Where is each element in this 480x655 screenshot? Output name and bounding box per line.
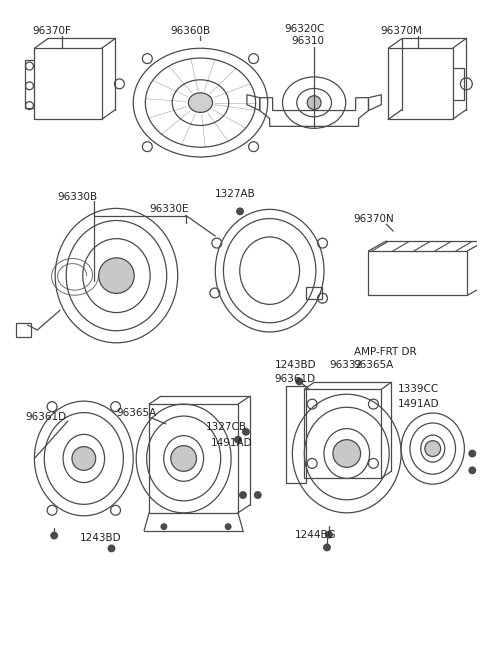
Bar [287,386,306,483]
Ellipse shape [188,93,213,113]
Text: 1243BD: 1243BD [80,533,121,542]
Text: 1327CB: 1327CB [205,422,246,432]
Bar [149,404,238,513]
Bar [304,389,381,478]
Circle shape [234,436,242,443]
Text: 96370N: 96370N [354,214,395,224]
Text: 1339CC: 1339CC [398,384,439,394]
Circle shape [99,258,134,293]
Text: 96332: 96332 [329,360,362,369]
Text: 1491AD: 1491AD [210,438,252,447]
Circle shape [108,544,116,552]
Circle shape [307,96,321,109]
Text: 1327AB: 1327AB [216,189,256,198]
Bar [369,251,468,295]
Circle shape [295,377,303,385]
Circle shape [160,523,168,530]
Circle shape [468,449,476,457]
Circle shape [242,428,250,436]
Text: 96365A: 96365A [354,360,394,369]
Text: 96330E: 96330E [149,204,189,214]
Circle shape [50,532,58,540]
Text: 96320C: 96320C [285,24,325,33]
Text: 96370F: 96370F [33,26,72,37]
Circle shape [323,544,331,552]
Bar [16,323,32,337]
Circle shape [425,441,441,457]
Circle shape [171,445,196,472]
Text: 96360B: 96360B [171,26,211,37]
Circle shape [72,447,96,470]
Text: 1243BD: 1243BD [275,360,316,369]
Text: 96361D: 96361D [25,412,67,422]
Circle shape [225,523,231,530]
Circle shape [325,531,333,538]
Text: 96361D: 96361D [275,375,316,384]
Text: 1244BG: 1244BG [294,530,336,540]
Circle shape [239,491,247,499]
Bar [306,287,322,299]
Text: AMP-FRT DR: AMP-FRT DR [354,346,416,357]
Text: 96310: 96310 [291,36,324,47]
Text: 1491AD: 1491AD [398,399,440,409]
Circle shape [236,208,244,215]
Circle shape [333,440,360,468]
Text: 96370M: 96370M [380,26,422,37]
Circle shape [468,466,476,474]
Text: 96330B: 96330B [57,191,97,202]
Text: 96365A: 96365A [117,408,156,418]
Circle shape [254,491,262,499]
